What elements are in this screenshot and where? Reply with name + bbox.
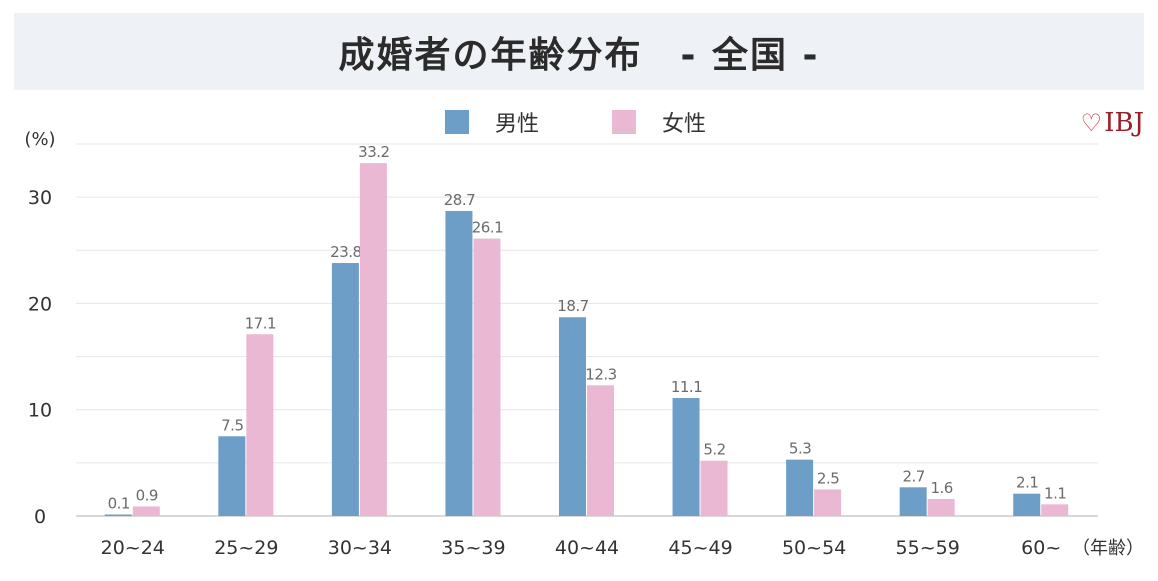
data-label: 26.1 — [472, 219, 503, 237]
data-label: 0.9 — [136, 486, 158, 504]
brand-logo-text: IBJ — [1104, 108, 1144, 138]
bar-male — [672, 398, 700, 516]
data-label: 2.5 — [817, 469, 839, 487]
y-tick-label: 20 — [28, 293, 52, 315]
x-tick-label: 60~ — [1021, 537, 1061, 559]
x-tick-label: 35~39 — [441, 537, 505, 559]
legend-label: 女性 — [662, 112, 706, 137]
bar-chart: 0 10 20 30 (%) 0.1 0.9 20~24 7.5 17.1 25~29 23.8 33.… — [24, 110, 1144, 559]
bar-male — [445, 210, 473, 516]
brand-logo: ♡ IBJ — [1081, 108, 1144, 138]
x-tick-label: 55~59 — [896, 537, 960, 559]
bar-female — [700, 460, 728, 516]
data-label: 17.1 — [245, 314, 276, 332]
chart-area: 0 10 20 30 (%) 0.1 0.9 20~24 7.5 17.1 25~29 23.8 33.… — [0, 92, 1158, 581]
bar-female — [814, 489, 842, 516]
data-label: 7.5 — [221, 416, 243, 434]
data-label: 12.3 — [585, 365, 616, 383]
data-label: 5.2 — [703, 441, 725, 459]
data-label: 2.1 — [1016, 474, 1038, 492]
legend-label: 男性 — [495, 112, 539, 137]
bar-female — [359, 163, 387, 516]
data-label: 1.6 — [930, 479, 952, 497]
bar-male — [1013, 493, 1041, 516]
data-label: 1.1 — [1044, 484, 1066, 502]
bar-male — [218, 436, 246, 516]
bar-male — [331, 263, 359, 516]
bar-female — [246, 334, 274, 516]
chart-title: 成婚者の年齢分布 - 全国 - — [338, 34, 820, 76]
data-label: 33.2 — [358, 143, 389, 161]
data-label: 11.1 — [671, 378, 702, 396]
y-axis-label: (%) — [24, 129, 55, 150]
x-tick-label: 45~49 — [668, 537, 732, 559]
x-tick-label: 50~54 — [782, 537, 846, 559]
y-tick-label: 10 — [28, 400, 52, 422]
data-label: 2.7 — [902, 467, 924, 485]
x-tick-label: 30~34 — [328, 537, 392, 559]
bar-male — [104, 514, 132, 516]
bar-male — [786, 459, 814, 516]
title-band: 成婚者の年齢分布 - 全国 - — [14, 13, 1144, 90]
legend-swatch-male — [445, 110, 469, 134]
bar-female — [1041, 504, 1069, 516]
x-tick-label: 40~44 — [555, 537, 619, 559]
x-axis-label: （年齢） — [1072, 538, 1144, 559]
bar-female — [132, 506, 160, 516]
x-tick-label: 25~29 — [214, 537, 278, 559]
heart-outline-icon: ♡ — [1080, 109, 1103, 137]
bar-female — [927, 498, 955, 516]
bar-male — [899, 487, 927, 516]
data-label: 0.1 — [108, 495, 130, 513]
y-tick-label: 30 — [28, 187, 52, 209]
y-tick-label: 0 — [34, 506, 46, 528]
legend-swatch-female — [612, 110, 636, 134]
data-label: 28.7 — [444, 191, 475, 209]
data-label: 5.3 — [789, 440, 811, 458]
data-label: 18.7 — [557, 297, 588, 315]
bar-female — [473, 238, 501, 516]
bar-female — [587, 385, 614, 516]
x-tick-label: 20~24 — [101, 537, 165, 559]
bar-male — [559, 317, 586, 516]
data-label: 23.8 — [330, 243, 361, 261]
